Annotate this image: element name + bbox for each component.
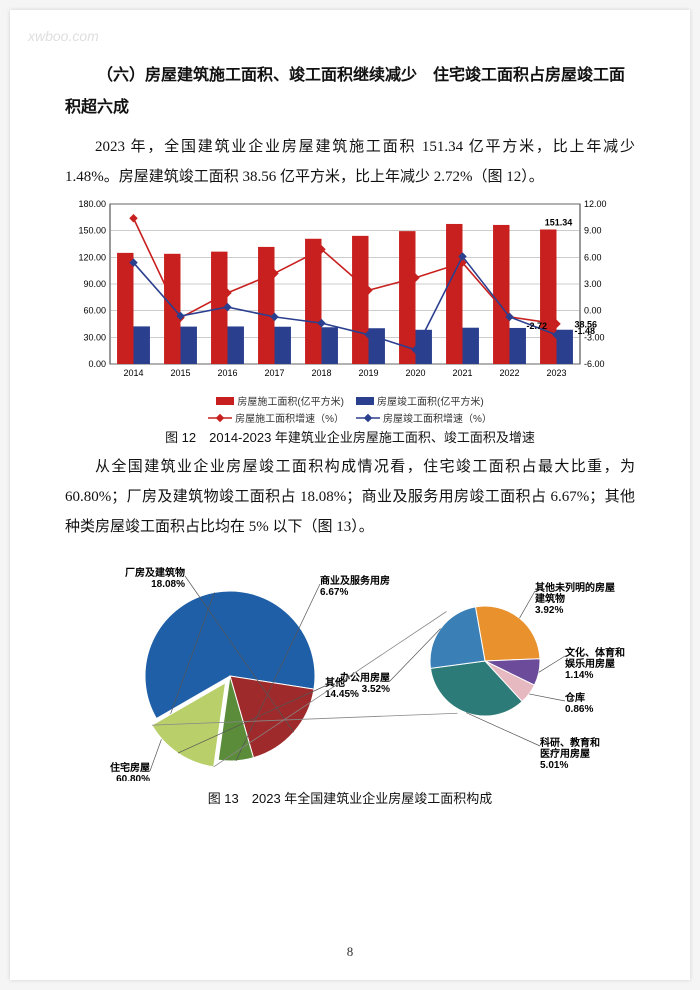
chart12-svg: 0.00 30.00 60.00 90.00 120.00 150.00 180.00 -6.… bbox=[65, 196, 625, 386]
svg-text:2018: 2018 bbox=[311, 368, 331, 378]
svg-text:2014: 2014 bbox=[123, 368, 143, 378]
svg-text:5.01%: 5.01% bbox=[540, 760, 568, 771]
svg-text:2017: 2017 bbox=[264, 368, 284, 378]
svg-text:6.00: 6.00 bbox=[584, 252, 602, 262]
svg-text:科研、教育和: 科研、教育和 bbox=[540, 736, 600, 749]
svg-text:180.00: 180.00 bbox=[78, 199, 106, 209]
svg-text:厂房及建筑物: 厂房及建筑物 bbox=[125, 566, 185, 579]
svg-text:-2.72: -2.72 bbox=[527, 321, 548, 331]
svg-text:1.14%: 1.14% bbox=[565, 670, 593, 681]
svg-text:150.00: 150.00 bbox=[78, 226, 106, 236]
svg-text:12.00: 12.00 bbox=[584, 199, 607, 209]
chart12-legend-row2: 房屋施工面积增速（%） 房屋竣工面积增速（%） bbox=[65, 410, 635, 425]
page-number: 8 bbox=[10, 944, 690, 960]
svg-text:娱乐用房屋: 娱乐用房屋 bbox=[565, 657, 615, 670]
svg-text:0.00: 0.00 bbox=[584, 306, 602, 316]
legend-line1: 房屋施工面积增速（%） bbox=[208, 410, 344, 425]
svg-text:0.86%: 0.86% bbox=[565, 704, 593, 715]
svg-text:30.00: 30.00 bbox=[83, 332, 106, 342]
svg-text:文化、体育和: 文化、体育和 bbox=[565, 646, 625, 659]
svg-text:6.67%: 6.67% bbox=[320, 587, 348, 598]
legend-line1-label: 房屋施工面积增速（%） bbox=[235, 410, 344, 425]
legend-bar2: 房屋竣工面积(亿平方米) bbox=[356, 393, 484, 408]
svg-text:商业及服务用房: 商业及服务用房 bbox=[320, 574, 390, 587]
section-heading: （六）房屋建筑施工面积、竣工面积继续减少 住宅竣工面积占房屋竣工面积超六成 bbox=[65, 60, 635, 124]
svg-text:2021: 2021 bbox=[452, 368, 472, 378]
svg-text:14.45%: 14.45% bbox=[325, 689, 359, 700]
svg-text:0.00: 0.00 bbox=[88, 359, 106, 369]
document-page: xwboo.com （六）房屋建筑施工面积、竣工面积继续减少 住宅竣工面积占房屋… bbox=[10, 10, 690, 980]
svg-text:3.92%: 3.92% bbox=[535, 605, 563, 616]
svg-text:-6.00: -6.00 bbox=[584, 359, 605, 369]
svg-text:18.08%: 18.08% bbox=[151, 579, 185, 590]
svg-text:2015: 2015 bbox=[170, 368, 190, 378]
svg-text:2019: 2019 bbox=[358, 368, 378, 378]
paragraph-1: 2023 年，全国建筑业企业房屋建筑施工面积 151.34 亿平方米，比上年减少… bbox=[65, 132, 635, 192]
chart12-container: 0.00 30.00 60.00 90.00 120.00 150.00 180.00 -6.… bbox=[65, 196, 635, 425]
svg-text:-1.48: -1.48 bbox=[575, 326, 596, 336]
chart13-svg: 住宅房屋60.80%厂房及建筑物18.08%商业及服务用房6.67%其他14.4… bbox=[65, 546, 625, 781]
svg-text:90.00: 90.00 bbox=[83, 279, 106, 289]
svg-text:60.80%: 60.80% bbox=[116, 774, 150, 781]
svg-text:9.00: 9.00 bbox=[584, 226, 602, 236]
legend-line2-label: 房屋竣工面积增速（%） bbox=[383, 410, 492, 425]
svg-text:其他未列明的房屋: 其他未列明的房屋 bbox=[535, 581, 615, 594]
legend-bar2-label: 房屋竣工面积(亿平方米) bbox=[377, 393, 484, 408]
paragraph-2: 从全国建筑业企业房屋竣工面积构成情况看，住宅竣工面积占最大比重，为 60.80%… bbox=[65, 452, 635, 542]
svg-text:151.34: 151.34 bbox=[545, 217, 573, 227]
svg-text:仓库: 仓库 bbox=[564, 691, 585, 704]
chart12-legend-row1: 房屋施工面积(亿平方米) 房屋竣工面积(亿平方米) bbox=[65, 393, 635, 408]
watermark: xwboo.com bbox=[28, 28, 99, 44]
svg-text:60.00: 60.00 bbox=[83, 306, 106, 316]
legend-line2: 房屋竣工面积增速（%） bbox=[356, 410, 492, 425]
svg-text:3.00: 3.00 bbox=[584, 279, 602, 289]
chart12-caption: 图 12 2014-2023 年建筑业企业房屋施工面积、竣工面积及增速 bbox=[65, 427, 635, 446]
legend-bar1: 房屋施工面积(亿平方米) bbox=[216, 393, 344, 408]
svg-text:3.52%: 3.52% bbox=[362, 684, 390, 695]
svg-text:2022: 2022 bbox=[499, 368, 519, 378]
svg-text:医疗用房屋: 医疗用房屋 bbox=[540, 747, 590, 760]
svg-text:120.00: 120.00 bbox=[78, 252, 106, 262]
legend-bar1-label: 房屋施工面积(亿平方米) bbox=[237, 393, 344, 408]
chart13-container: 住宅房屋60.80%厂房及建筑物18.08%商业及服务用房6.67%其他14.4… bbox=[65, 546, 635, 786]
chart13-caption: 图 13 2023 年全国建筑业企业房屋竣工面积构成 bbox=[65, 788, 635, 807]
svg-text:2020: 2020 bbox=[405, 368, 425, 378]
svg-text:2016: 2016 bbox=[217, 368, 237, 378]
svg-text:住宅房屋: 住宅房屋 bbox=[110, 761, 150, 774]
svg-text:建筑物: 建筑物 bbox=[534, 592, 565, 605]
svg-text:2023: 2023 bbox=[546, 368, 566, 378]
